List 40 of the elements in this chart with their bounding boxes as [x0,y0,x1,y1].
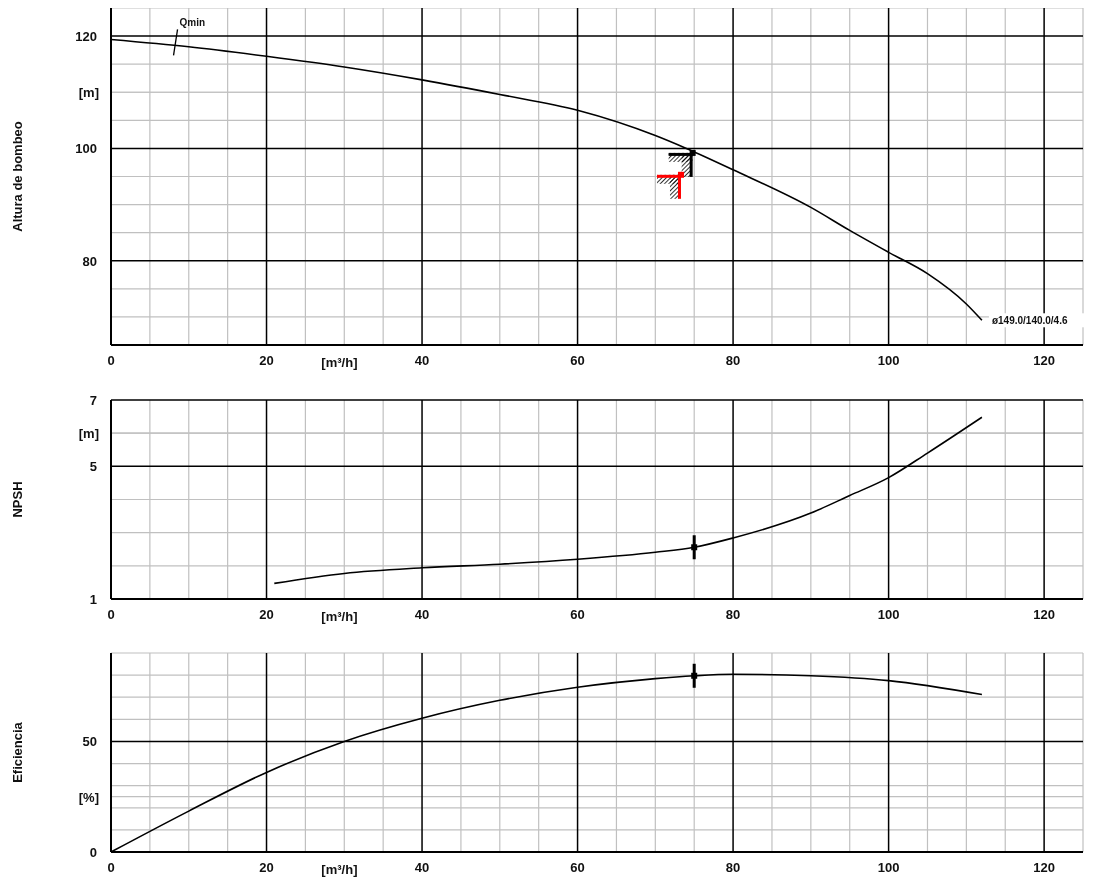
x-tick-label: 80 [725,860,741,875]
y-tick-label: [%] [78,789,99,805]
x-tick-label: 100 [877,860,900,875]
x-tick-label: 100 [877,353,900,368]
x-tick-label: 80 [725,607,741,622]
y-tick-label: 1 [89,592,97,607]
x-tick-label: 120 [1033,353,1055,368]
y-tick-label: 80 [82,253,97,269]
x-tick-label: 80 [725,353,741,368]
x-tick-label: 0 [107,607,115,622]
y-axis-title: Eficiencia [10,721,25,783]
y-tick-label: 120 [75,29,97,45]
y-axis-title: NPSH [10,481,25,518]
x-tick-label: 40 [414,353,430,368]
x-tick-label: 40 [414,607,430,622]
x-tick-label: 20 [259,353,274,368]
x-tick-label: 100 [877,607,900,622]
x-tick-label: 60 [570,353,585,368]
x-tick-label: 20 [259,607,274,622]
y-tick-label: 100 [75,141,97,157]
x-axis-title: [m³/h] [321,355,358,370]
y-axis-title: Altura de bombeo [10,121,25,232]
x-tick-label: 120 [1033,607,1055,622]
x-tick-label: 120 [1033,860,1055,875]
y-tick-label: 7 [89,393,97,408]
x-tick-label: 40 [414,860,430,875]
x-tick-label: 20 [259,860,274,875]
y-tick-label: 50 [82,734,97,750]
y-tick-label: [m] [78,85,99,101]
x-axis-title: [m³/h] [321,862,358,877]
y-tick-label: 5 [89,459,97,475]
y-tick-label: [m] [78,426,99,442]
annotation: ø149.0/140.0/4.6 [991,315,1068,327]
x-tick-label: 0 [107,860,115,875]
x-tick-label: 0 [107,353,115,368]
x-tick-label: 60 [570,860,585,875]
x-axis-title: [m³/h] [321,609,358,624]
x-tick-label: 60 [570,607,585,622]
y-tick-label: 0 [89,845,97,860]
annotation: Qmin [179,17,206,29]
